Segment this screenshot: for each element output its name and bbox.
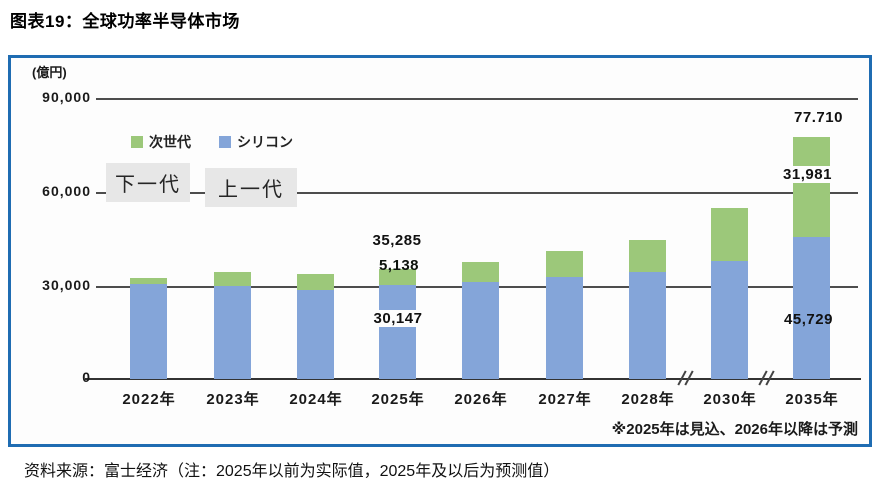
translation-overlay-silicon: 上一代 [205, 168, 297, 207]
x-tick-label: 2025年 [371, 391, 425, 408]
bar-silicon-2025年 [379, 285, 416, 379]
legend: 次世代 シリコン [131, 132, 293, 152]
bar-next-gen-2024年 [297, 274, 334, 291]
source-line: 资料来源：富士经济（注：2025年以前为实际值，2025年及以后为预测值） [24, 463, 560, 480]
gridline-60000 [96, 192, 858, 194]
annotation-2035-next-gen: 31,981 [761, 166, 854, 183]
y-tick-label: 30,000 [42, 277, 91, 293]
gridline-90000 [96, 98, 858, 100]
y-tick-label: 60,000 [42, 183, 91, 199]
legend-label-next-gen: 次世代 [149, 134, 191, 150]
x-tick-label: 2026年 [454, 391, 508, 408]
y-axis-unit-label: (億円) [32, 65, 67, 80]
annotation-2025-total: 35,285 [351, 232, 443, 249]
translation-overlay-next-gen: 下一代 [106, 163, 190, 202]
bar-next-gen-2022年 [130, 277, 167, 285]
bar-silicon-2024年 [297, 290, 334, 379]
axis-break-icon [758, 369, 775, 387]
bar-next-gen-2027年 [546, 250, 583, 277]
bar-silicon-2028年 [629, 271, 666, 379]
x-tick-label: 2027年 [538, 391, 592, 408]
axis-break-icon [677, 369, 694, 387]
x-tick-label: 2028年 [621, 391, 675, 408]
x-tick-label: 2024年 [289, 391, 343, 408]
x-axis-line [85, 378, 861, 380]
annotation-2025-next-gen: 5,138 [378, 257, 420, 274]
legend-swatch-next-gen-icon [131, 136, 143, 148]
bar-next-gen-2025年 [379, 269, 416, 286]
annotation-2035-silicon: 45,729 [784, 311, 833, 328]
bar-silicon-2022年 [130, 284, 167, 379]
annotation-2035-total: 77.710 [771, 109, 866, 126]
y-tick-label: 0 [82, 369, 91, 385]
bar-next-gen-2035年 [793, 137, 830, 237]
annotation-2025-silicon: 30,147 [351, 310, 445, 327]
bar-silicon-2023年 [214, 285, 251, 379]
forecast-note: ※2025年は見込、2026年以降は予測 [611, 421, 858, 438]
bar-next-gen-2030年 [711, 208, 748, 262]
bar-silicon-2030年 [711, 261, 748, 379]
x-tick-label: 2035年 [785, 391, 839, 408]
bar-next-gen-2023年 [214, 272, 251, 286]
bar-silicon-2026年 [462, 281, 499, 379]
x-tick-label: 2030年 [703, 391, 757, 408]
page-title: 图表19：全球功率半导体市场 [10, 12, 240, 31]
x-tick-label: 2022年 [122, 391, 176, 408]
legend-swatch-silicon-icon [219, 136, 231, 148]
bar-next-gen-2026年 [462, 261, 499, 282]
chart-frame: (億円) 90,000 60,000 30,000 0 次世代 シリコン 下一代 上一… [8, 55, 872, 447]
bar-silicon-2027年 [546, 276, 583, 379]
legend-label-silicon: シリコン [237, 134, 293, 150]
y-tick-label: 90,000 [42, 89, 91, 105]
bar-silicon-2035年 [793, 236, 830, 379]
x-tick-label: 2023年 [206, 391, 260, 408]
bar-next-gen-2028年 [629, 239, 666, 272]
plot-area: (億円) 90,000 60,000 30,000 0 次世代 シリコン 下一代 上一… [11, 58, 869, 444]
